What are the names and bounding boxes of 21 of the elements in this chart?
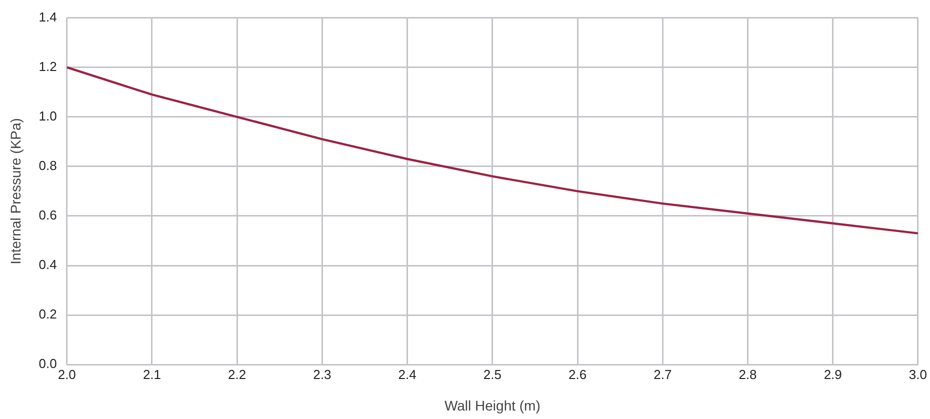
y-tick-label: 1.0 (38, 108, 57, 124)
x-tick-label: 2.1 (142, 366, 162, 382)
x-tick-label: 2.9 (824, 366, 842, 382)
y-tick-label: 1.4 (38, 9, 57, 24)
y-tick-label: 0.0 (38, 356, 57, 372)
x-tick-label: 3.0 (908, 366, 928, 382)
x-tick-label: 2.8 (738, 366, 757, 382)
y-tick-label: 1.2 (38, 58, 57, 74)
x-tick-label: 2.3 (313, 366, 332, 382)
x-tick-label: 2.2 (228, 366, 246, 382)
x-tick-label: 2.6 (568, 366, 587, 382)
y-tick-label: 0.4 (38, 257, 57, 272)
y-axis-title: Internal Pressure (KPa) (7, 118, 24, 264)
y-tick-label: 0.8 (38, 158, 57, 174)
x-tick-label: 2.4 (398, 366, 416, 382)
y-tick-label: 0.2 (38, 306, 57, 322)
x-tick-label: 2.7 (654, 366, 672, 382)
x-axis-title: Wall Height (m) (444, 397, 540, 414)
x-tick-label: 2.0 (58, 366, 76, 382)
x-tick-label: 2.5 (483, 366, 502, 382)
y-tick-label: 0.6 (38, 208, 57, 223)
